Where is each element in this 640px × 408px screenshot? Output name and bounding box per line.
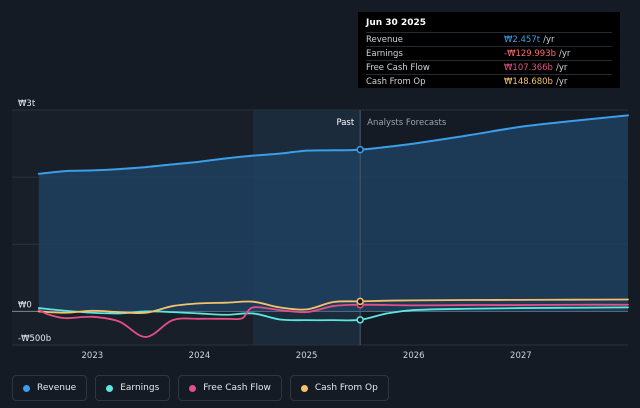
legend-label: Revenue bbox=[37, 383, 77, 393]
revenue-marker bbox=[356, 145, 364, 154]
tooltip-row: Cash From Op ₩148.680b/yr bbox=[366, 74, 612, 88]
y-tick-label: -₩500b bbox=[18, 334, 51, 344]
x-tick-label: 2026 bbox=[403, 351, 425, 361]
tooltip-label: Cash From Op bbox=[366, 76, 426, 87]
legend-dot-icon bbox=[300, 384, 308, 392]
tooltip-row: Earnings -₩129.993b/yr bbox=[366, 46, 612, 60]
past-label: Past bbox=[336, 118, 354, 128]
tooltip-value: ₩107.366b bbox=[504, 62, 553, 73]
legend-label: Cash From Op bbox=[314, 383, 378, 393]
tooltip-label: Revenue bbox=[366, 34, 404, 45]
legend-item-free-cash-flow[interactable]: Free Cash Flow bbox=[178, 375, 282, 401]
x-tick-label: 2025 bbox=[296, 351, 318, 361]
tooltip-unit: /yr bbox=[555, 62, 568, 73]
legend-item-revenue[interactable]: Revenue bbox=[12, 375, 88, 401]
x-tick-label: 2024 bbox=[189, 351, 211, 361]
tooltip-value: ₩2.457t bbox=[504, 34, 541, 45]
revenue-line bbox=[37, 114, 629, 175]
legend-label: Free Cash Flow bbox=[203, 383, 271, 393]
tooltip-unit: /yr bbox=[555, 76, 568, 87]
y-tick-label: ₩0 bbox=[18, 300, 32, 310]
revenue-area bbox=[38, 115, 629, 312]
tooltip-label: Earnings bbox=[366, 48, 403, 59]
tooltip-label: Free Cash Flow bbox=[366, 62, 430, 73]
free-cash-flow-line bbox=[37, 303, 629, 338]
tooltip-unit: /yr bbox=[543, 34, 555, 45]
tooltip-value: ₩148.680b bbox=[504, 76, 553, 87]
forecast-label: Analysts Forecasts bbox=[367, 118, 447, 128]
tooltip: Jun 30 2025 Revenue ₩2.457t/yr Earnings -₩1… bbox=[358, 12, 620, 88]
legend: Revenue Earnings Free Cash Flow Cash From O… bbox=[12, 375, 389, 401]
earnings-line bbox=[37, 306, 629, 322]
x-tick-label: 2027 bbox=[510, 351, 532, 361]
legend-dot-icon bbox=[23, 384, 30, 392]
legend-item-cash-from-op[interactable]: Cash From Op bbox=[289, 375, 389, 401]
tooltip-row: Revenue ₩2.457t/yr bbox=[366, 32, 612, 46]
x-tick-label: 2023 bbox=[82, 351, 104, 361]
y-tick-label: ₩3t bbox=[18, 99, 36, 109]
tooltip-unit: /yr bbox=[559, 48, 571, 59]
tooltip-value: -₩129.993b bbox=[504, 48, 557, 59]
cash-from-op-marker bbox=[356, 297, 364, 306]
legend-item-earnings[interactable]: Earnings bbox=[95, 375, 171, 401]
legend-dot-icon bbox=[106, 384, 114, 392]
tooltip-row: Free Cash Flow ₩107.366b/yr bbox=[366, 60, 612, 74]
legend-dot-icon bbox=[189, 384, 197, 392]
cash-from-op-line bbox=[37, 298, 629, 315]
legend-label: Earnings bbox=[120, 383, 160, 393]
earnings-marker bbox=[356, 316, 364, 324]
tooltip-date: Jun 30 2025 bbox=[366, 18, 427, 28]
